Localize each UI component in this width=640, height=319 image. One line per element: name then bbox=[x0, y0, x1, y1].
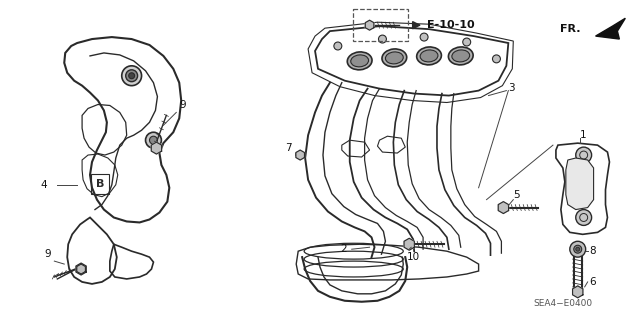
Circle shape bbox=[576, 247, 580, 251]
Text: 4: 4 bbox=[40, 180, 47, 190]
Polygon shape bbox=[596, 18, 625, 39]
Text: 9: 9 bbox=[44, 249, 51, 259]
Ellipse shape bbox=[382, 49, 406, 67]
Circle shape bbox=[420, 33, 428, 41]
Text: 8: 8 bbox=[589, 246, 596, 256]
Polygon shape bbox=[77, 264, 85, 274]
Ellipse shape bbox=[417, 47, 442, 65]
Text: 3: 3 bbox=[508, 83, 515, 93]
Circle shape bbox=[378, 35, 387, 43]
Text: 10: 10 bbox=[407, 252, 420, 262]
Text: FR.: FR. bbox=[560, 24, 580, 34]
Circle shape bbox=[150, 136, 157, 144]
Polygon shape bbox=[296, 150, 305, 160]
Text: E-10-10: E-10-10 bbox=[427, 20, 475, 30]
Ellipse shape bbox=[351, 55, 369, 67]
Ellipse shape bbox=[452, 50, 470, 62]
Circle shape bbox=[493, 55, 500, 63]
Circle shape bbox=[576, 147, 591, 163]
Text: 2: 2 bbox=[340, 244, 346, 254]
Text: 1: 1 bbox=[580, 130, 586, 140]
Ellipse shape bbox=[420, 50, 438, 62]
Circle shape bbox=[129, 73, 134, 79]
Text: SEA4−E0400: SEA4−E0400 bbox=[533, 299, 593, 308]
Circle shape bbox=[463, 38, 470, 46]
Polygon shape bbox=[76, 263, 86, 275]
Text: 9: 9 bbox=[179, 100, 186, 110]
Circle shape bbox=[125, 70, 138, 82]
Polygon shape bbox=[498, 202, 509, 213]
Polygon shape bbox=[566, 158, 593, 210]
Text: B: B bbox=[96, 179, 104, 189]
Circle shape bbox=[570, 241, 586, 257]
Circle shape bbox=[334, 42, 342, 50]
Circle shape bbox=[122, 66, 141, 85]
Polygon shape bbox=[573, 286, 583, 298]
Ellipse shape bbox=[449, 47, 473, 65]
Polygon shape bbox=[404, 238, 414, 250]
Polygon shape bbox=[151, 142, 161, 154]
Text: 6: 6 bbox=[589, 277, 596, 287]
Circle shape bbox=[145, 132, 161, 148]
Ellipse shape bbox=[385, 52, 403, 64]
Ellipse shape bbox=[348, 52, 372, 70]
Text: 5: 5 bbox=[513, 190, 520, 200]
Text: 7: 7 bbox=[285, 143, 292, 153]
Polygon shape bbox=[365, 20, 374, 30]
Circle shape bbox=[574, 245, 582, 253]
Circle shape bbox=[576, 210, 591, 226]
